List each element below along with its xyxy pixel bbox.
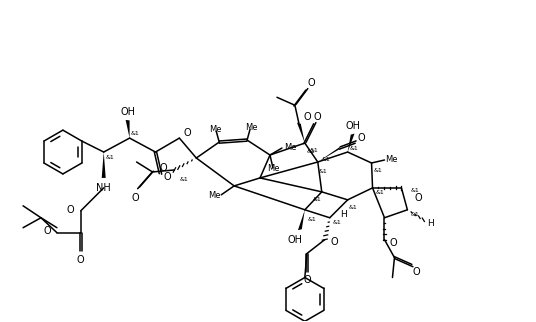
Text: OH: OH — [287, 235, 302, 245]
Text: H: H — [427, 219, 434, 228]
Text: O: O — [331, 237, 338, 247]
Text: H: H — [340, 210, 347, 219]
Text: O: O — [304, 112, 311, 122]
Text: &1: &1 — [411, 212, 420, 217]
Text: Me: Me — [267, 165, 279, 174]
Text: &1: &1 — [332, 220, 341, 225]
Text: OH: OH — [120, 107, 135, 117]
Text: Me: Me — [209, 125, 221, 134]
Text: O: O — [183, 128, 191, 138]
Text: O: O — [66, 205, 74, 215]
Text: &1: &1 — [349, 146, 358, 151]
Text: &1: &1 — [312, 197, 321, 202]
Text: &1: &1 — [309, 147, 318, 153]
Text: OH: OH — [345, 121, 360, 131]
Polygon shape — [318, 147, 341, 162]
Text: O: O — [163, 172, 171, 182]
Text: NH: NH — [96, 183, 111, 193]
Polygon shape — [298, 210, 305, 230]
Text: &1: &1 — [373, 168, 382, 174]
Polygon shape — [102, 152, 106, 178]
Text: O: O — [43, 226, 51, 236]
Text: O: O — [307, 78, 315, 88]
Text: &1: &1 — [375, 190, 384, 195]
Text: Me: Me — [245, 123, 257, 132]
Text: O: O — [390, 238, 397, 248]
Text: O: O — [314, 112, 322, 122]
Text: &1: &1 — [180, 177, 189, 183]
Text: Me: Me — [284, 143, 296, 152]
Text: &1: &1 — [130, 131, 139, 136]
Text: &1: &1 — [348, 205, 357, 210]
Polygon shape — [348, 134, 354, 152]
Text: &1: &1 — [322, 156, 330, 162]
Text: Me: Me — [208, 191, 220, 200]
Text: &1: &1 — [308, 217, 316, 222]
Text: &1: &1 — [318, 169, 327, 175]
Text: &1: &1 — [307, 148, 315, 154]
Text: &1: &1 — [105, 155, 114, 159]
Polygon shape — [297, 123, 305, 143]
Text: O: O — [413, 267, 420, 277]
Polygon shape — [125, 120, 130, 138]
Text: O: O — [132, 193, 139, 203]
Text: O: O — [414, 193, 422, 203]
Text: &1: &1 — [411, 188, 420, 194]
Text: O: O — [303, 276, 311, 286]
Text: O: O — [160, 163, 167, 173]
Text: O: O — [358, 133, 366, 143]
Text: Me: Me — [385, 155, 398, 164]
Text: O: O — [77, 255, 85, 265]
